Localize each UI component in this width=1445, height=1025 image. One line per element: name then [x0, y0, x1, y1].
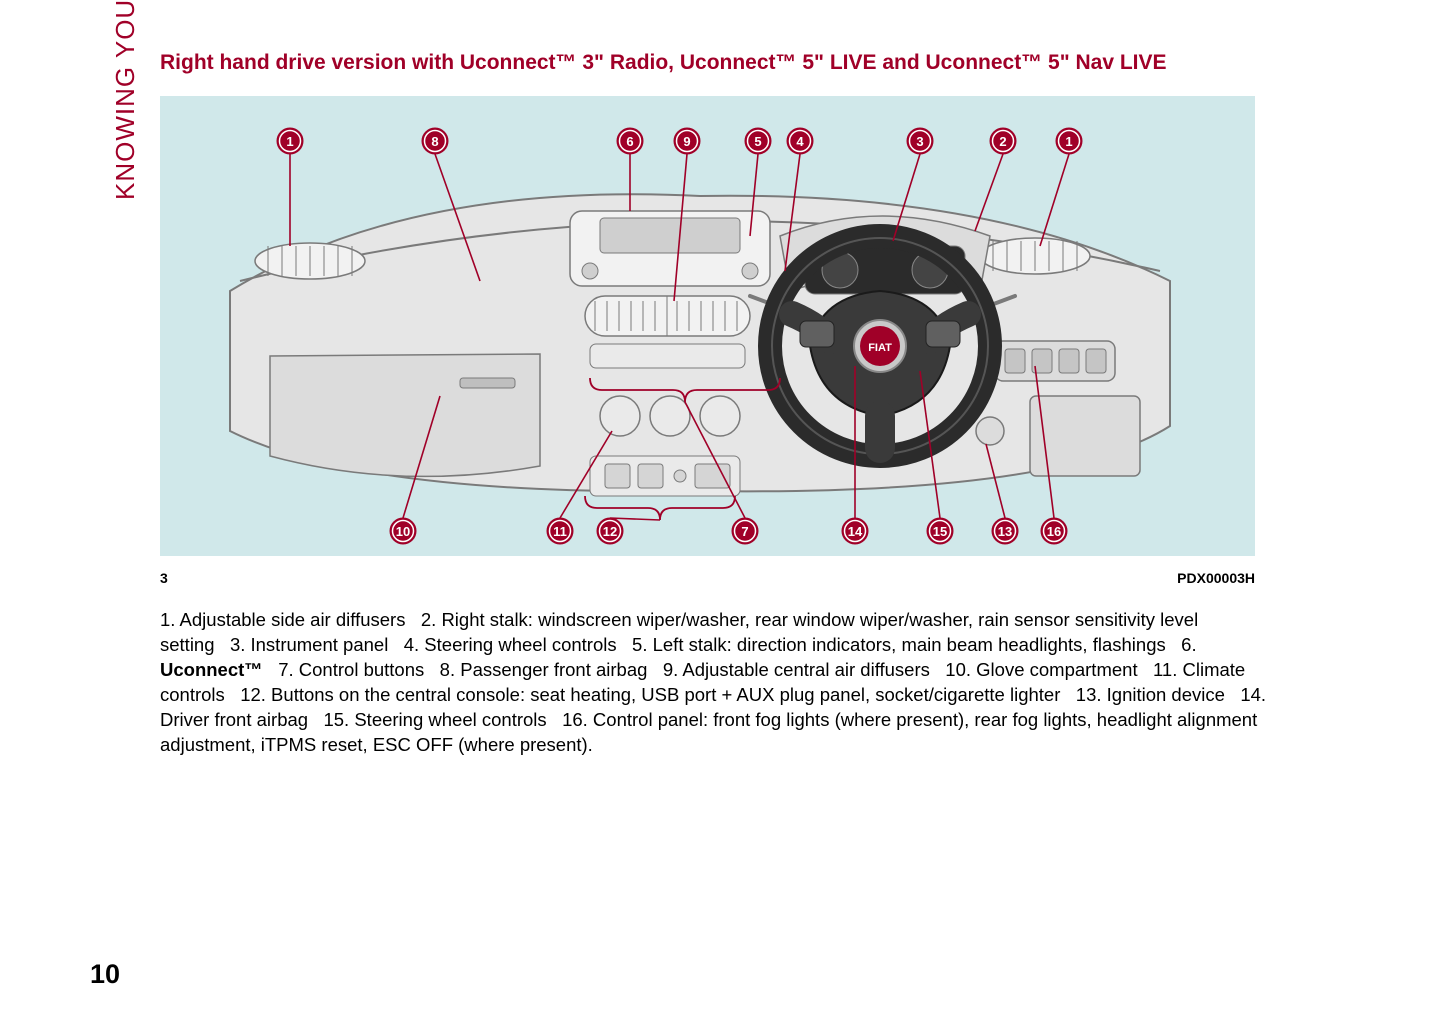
- svg-text:14: 14: [848, 524, 863, 539]
- callout-marker: 2: [990, 128, 1016, 154]
- callout-marker: 15: [927, 518, 953, 544]
- legend-item: 4. Steering wheel controls: [404, 634, 617, 655]
- callout-marker: 10: [390, 518, 416, 544]
- callout-marker: 12: [597, 518, 623, 544]
- legend-item: 13. Ignition device: [1076, 684, 1225, 705]
- svg-text:8: 8: [431, 134, 438, 149]
- page-number: 10: [90, 959, 120, 990]
- svg-text:15: 15: [933, 524, 947, 539]
- callout-marker: 3: [907, 128, 933, 154]
- svg-text:12: 12: [603, 524, 617, 539]
- svg-text:6: 6: [626, 134, 633, 149]
- callout-marker: 9: [674, 128, 700, 154]
- svg-text:16: 16: [1047, 524, 1061, 539]
- legend-item: 3. Instrument panel: [230, 634, 388, 655]
- legend-item: 7. Control buttons: [278, 659, 424, 680]
- legend-text: 1. Adjustable side air diffusers 2. Righ…: [160, 608, 1270, 758]
- svg-text:3: 3: [916, 134, 923, 149]
- svg-text:10: 10: [396, 524, 410, 539]
- callout-marker: 4: [787, 128, 813, 154]
- svg-text:2: 2: [999, 134, 1006, 149]
- svg-text:7: 7: [741, 524, 748, 539]
- figure-number: 3: [160, 570, 168, 586]
- figure-code: PDX00003H: [1177, 570, 1255, 586]
- callout-marker: 1: [1056, 128, 1082, 154]
- section-side-label: KNOWING YOUR CAR: [110, 0, 141, 200]
- svg-text:13: 13: [998, 524, 1012, 539]
- callout-marker: 11: [547, 518, 573, 544]
- callout-marker: 6: [617, 128, 643, 154]
- dashboard-figure: FIAT 1 8 6 9 5 4 3 2 1 10 11 12 7 14 15 13 16: [160, 96, 1255, 556]
- legend-item: 12. Buttons on the central console: seat…: [240, 684, 1060, 705]
- callout-marker: 5: [745, 128, 771, 154]
- callout-marker: 16: [1041, 518, 1067, 544]
- svg-text:1: 1: [1065, 134, 1072, 149]
- svg-text:4: 4: [796, 134, 804, 149]
- svg-text:FIAT: FIAT: [868, 342, 892, 354]
- page-heading: Right hand drive version with Uconnect™ …: [160, 50, 1375, 76]
- legend-item: 15. Steering wheel controls: [323, 709, 546, 730]
- svg-text:1: 1: [286, 134, 293, 149]
- callout-marker: 1: [277, 128, 303, 154]
- svg-text:11: 11: [553, 524, 567, 539]
- callout-marker: 7: [732, 518, 758, 544]
- callout-marker: 8: [422, 128, 448, 154]
- legend-item: 10. Glove compartment: [945, 659, 1137, 680]
- legend-item: 9. Adjustable central air diffusers: [663, 659, 930, 680]
- legend-item: 8. Passenger front airbag: [440, 659, 648, 680]
- callout-marker: 14: [842, 518, 868, 544]
- legend-item: 1. Adjustable side air diffusers: [160, 609, 405, 630]
- callout-marker: 13: [992, 518, 1018, 544]
- svg-text:5: 5: [754, 134, 761, 149]
- legend-item: 5. Left stalk: direction indicators, mai…: [632, 634, 1166, 655]
- svg-text:9: 9: [683, 134, 690, 149]
